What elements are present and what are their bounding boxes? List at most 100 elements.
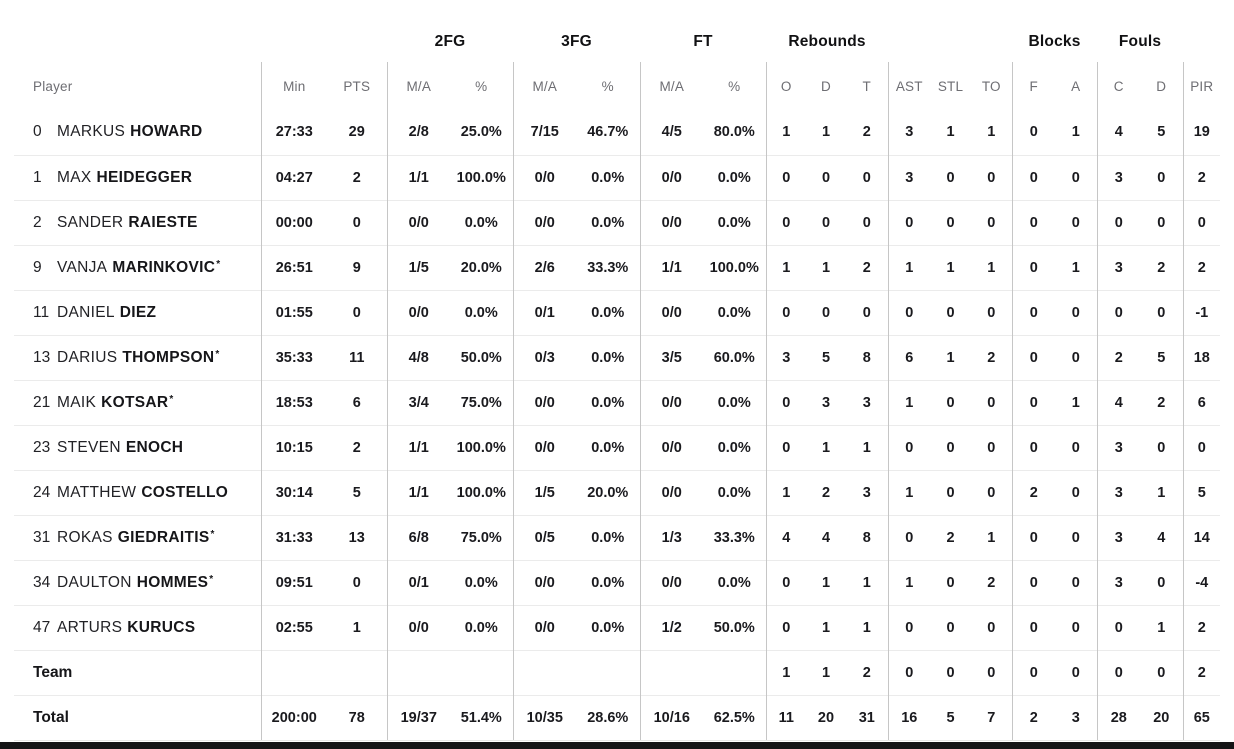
starter-mark: * (215, 348, 220, 360)
cell-stl: 0 (930, 559, 972, 605)
cell-stl: 0 (930, 649, 972, 695)
cell-reb_o: 0 (765, 199, 806, 245)
cell-reb_o: 11 (765, 694, 806, 741)
cell-fg2_pct: 20.0% (450, 244, 513, 290)
group-spacer-min-pts (261, 22, 387, 62)
player-last-name: DIEZ (119, 303, 157, 321)
cell-min: 02:55 (260, 604, 327, 650)
group-spacer-ast-stl-to (888, 22, 1012, 62)
cell-foul_d: 0 (1140, 559, 1184, 605)
cell-fg2_pct: 51.4% (450, 694, 513, 741)
cell-min: 04:27 (260, 154, 327, 200)
cell-reb_t: 8 (846, 514, 889, 560)
cell-fg2_ma: 2/8 (386, 110, 450, 155)
cell-ft_pct: 50.0% (703, 604, 766, 650)
cell-foul_d: 1 (1140, 604, 1184, 650)
cell-reb_o: 0 (765, 379, 806, 425)
cell-fg2_ma: 0/1 (386, 559, 450, 605)
cell-foul_c: 0 (1096, 199, 1141, 245)
cell-fg2_ma: 1/5 (386, 244, 450, 290)
cell-foul_d: 2 (1140, 379, 1184, 425)
box-score-table: 2FG 3FG FT Rebounds Blocks Fouls Player … (14, 22, 1221, 741)
cell-min: 31:33 (260, 514, 327, 560)
player-cell: Total (14, 694, 261, 741)
cell-fg3_pct: 0.0% (576, 604, 640, 650)
cell-blk_a: 0 (1055, 604, 1098, 650)
cell-stl: 1 (946, 124, 955, 141)
cell-fg2_ma (386, 649, 450, 695)
cell-pir: -1 (1182, 289, 1221, 335)
cell-foul_d: 5 (1157, 124, 1166, 141)
player-first-name: ROKAS (57, 528, 113, 546)
cell-reb_o: 1 (765, 649, 806, 695)
cell-fg3_ma: 2/6 (512, 244, 576, 290)
cell-to: 7 (971, 694, 1013, 741)
cell-foul_d: 0 (1140, 424, 1184, 470)
col-header-foul-d: D (1156, 78, 1167, 94)
cell-to: 0 (971, 154, 1013, 200)
cell-blk_f: 0 (1011, 379, 1056, 425)
player-first-name: MARKUS (57, 123, 126, 141)
cell-fg3_pct: 0.0% (576, 199, 640, 245)
cell-stl: 0 (930, 379, 972, 425)
player-cell: 13 DARIUS THOMPSON* (14, 334, 261, 380)
cell-min: 09:51 (260, 559, 327, 605)
player-last-name: KURUCS (127, 618, 196, 636)
player-first-name: ARTURS (57, 618, 123, 636)
group-header-ft: FT (693, 33, 713, 50)
cell-ft_ma: 0/0 (639, 199, 703, 245)
cell-pir: 2 (1182, 154, 1221, 200)
player-number: 47 (33, 618, 51, 636)
group-header-fouls: Fouls (1118, 33, 1162, 50)
cell-fg3_ma: 0/0 (512, 604, 576, 650)
cell-pir: 14 (1182, 514, 1221, 560)
cell-ft_pct: 62.5% (703, 694, 766, 741)
cell-reb_d: 0 (806, 154, 846, 200)
cell-min: 26:51 (260, 244, 327, 290)
cell-reb_o: 1 (765, 110, 806, 155)
cell-ast: 6 (887, 334, 931, 380)
cell-pts: 29 (348, 124, 365, 141)
cell-ft_pct: 0.0% (703, 379, 766, 425)
cell-fg3_ma: 10/35 (512, 694, 576, 741)
cell-ft_pct: 0.0% (703, 154, 766, 200)
cell-stl: 0 (930, 289, 972, 335)
cell-pir: 5 (1182, 469, 1221, 515)
col-header-foul-c: C (1096, 62, 1141, 110)
player-first-name: VANJA (57, 258, 108, 276)
cell-ast: 0 (887, 199, 931, 245)
cell-min (260, 649, 327, 695)
cell-foul_d: 0 (1140, 649, 1184, 695)
player-number: 31 (33, 528, 51, 546)
table-row: 21 MAIK KOTSAR* 18:53 6 3/4 75.0% 0/0 0.0% 0/0 0.0… (14, 379, 1221, 425)
starter-mark: * (210, 528, 215, 540)
cell-fg3_ma: 0/0 (512, 154, 576, 200)
cell-stl: 0 (930, 199, 972, 245)
player-last-name: HOMMES (136, 573, 209, 591)
cell-blk_a: 0 (1055, 469, 1098, 515)
cell-ft_ma: 4/5 (639, 110, 703, 155)
cell-min: 30:14 (260, 469, 327, 515)
col-header-reb-t: T (862, 78, 871, 94)
cell-foul_d: 0 (1140, 154, 1184, 200)
cell-fg3_pct: 20.0% (576, 469, 640, 515)
cell-reb_t: 8 (846, 334, 889, 380)
cell-foul_d: 4 (1140, 514, 1184, 560)
cell-fg2_pct (450, 649, 513, 695)
player-last-name: HEIDEGGER (96, 168, 193, 186)
cell-reb_o: 0 (765, 154, 806, 200)
cell-to: 0 (971, 199, 1013, 245)
cell-reb_d: 1 (806, 244, 846, 290)
player-first-name: MAX (57, 168, 92, 186)
cell-fg2_pct: 100.0% (450, 469, 513, 515)
group-spacer-player (14, 22, 261, 62)
cell-fg3_pct: 33.3% (576, 244, 640, 290)
cell-reb_t: 3 (846, 469, 889, 515)
col-header-3fg-ma: M/A (512, 62, 576, 110)
cell-fg3_pct (576, 649, 640, 695)
cell-pts: 9 (327, 244, 387, 290)
group-header-blocks: Blocks (1028, 33, 1081, 50)
cell-blk_f: 0 (1011, 244, 1056, 290)
cell-blk_a: 1 (1055, 244, 1098, 290)
cell-fg3_pct: 0.0% (576, 154, 640, 200)
